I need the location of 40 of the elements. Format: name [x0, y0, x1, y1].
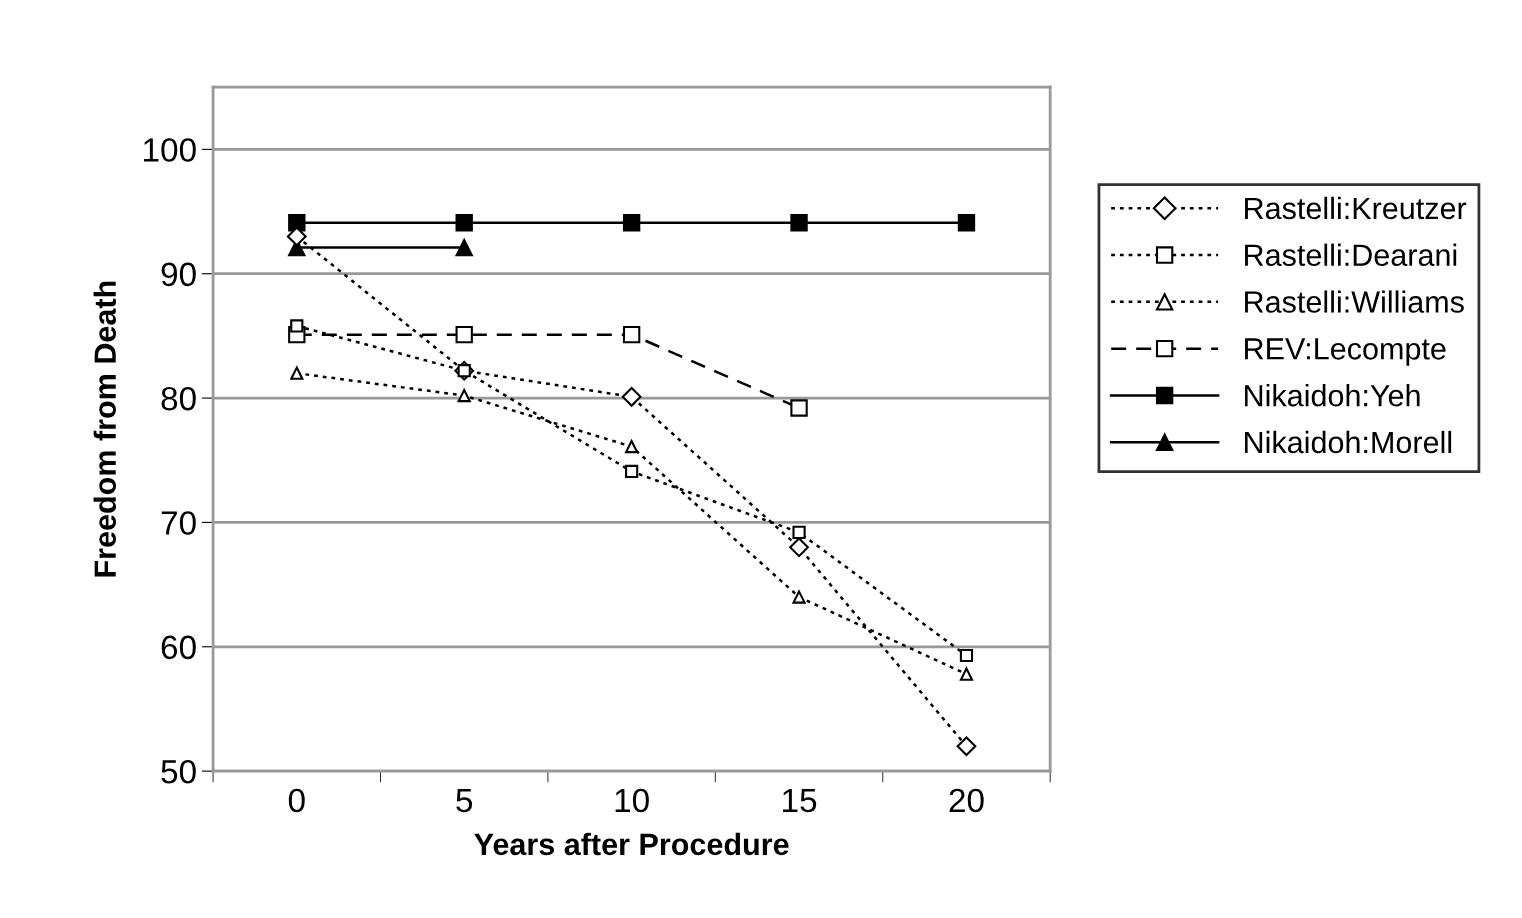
point [286, 226, 307, 247]
legend-label: Nikaidoh:Morell [1245, 430, 1452, 454]
legend-label: Rastelli:Dearani [1245, 243, 1457, 267]
legend-label: Rastelli:Williams [1245, 290, 1464, 313]
point [959, 648, 974, 663]
legend-label: Rastelli:Kreutzer [1245, 196, 1467, 220]
y-tick-label: 90 [161, 262, 196, 287]
point [956, 736, 977, 757]
point [625, 464, 639, 479]
point [957, 214, 976, 232]
point [625, 439, 639, 454]
y-tick-label: 80 [161, 386, 196, 411]
x-tick-label: 15 [783, 789, 817, 813]
y-axis-title: Freedom from Death [93, 281, 117, 577]
y-tick-label: 100 [144, 138, 196, 162]
point [455, 238, 473, 257]
y-tick-label: 60 [161, 635, 196, 660]
point [457, 389, 471, 403]
point [790, 214, 808, 232]
y-tick-label: 50 [161, 759, 196, 784]
point [790, 399, 808, 417]
point [792, 590, 806, 604]
legend-label: Nikaidoh:Yeh [1245, 384, 1420, 407]
point [290, 319, 304, 333]
point [622, 325, 641, 344]
point [789, 537, 809, 558]
x-tick-label: 10 [615, 788, 649, 813]
point [959, 667, 974, 681]
x-tick-label: 20 [949, 788, 984, 813]
x-tick-label: 5 [456, 789, 473, 813]
x-axis-title: Years after Procedure [474, 832, 789, 856]
y-tick-label: 70 [161, 511, 196, 535]
point [792, 525, 806, 539]
x-tick-label: 0 [288, 788, 305, 813]
point [622, 214, 641, 232]
point [455, 214, 473, 232]
point [290, 366, 304, 380]
legend-label: REV:Lecompte [1245, 338, 1446, 366]
point [621, 386, 642, 407]
point [455, 325, 473, 344]
